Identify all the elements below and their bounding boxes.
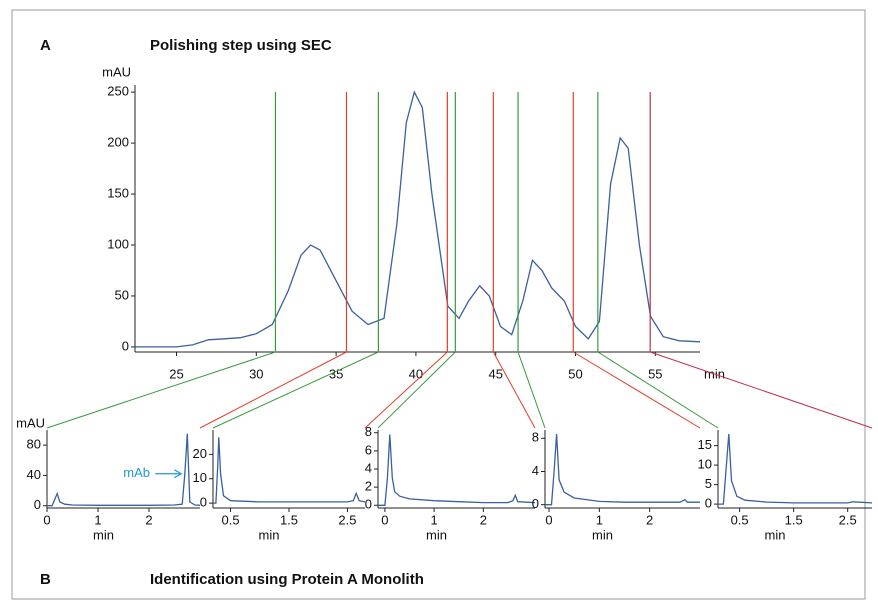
y-tick-label: 4 xyxy=(365,460,372,475)
x-tick-label: 2.5 xyxy=(839,512,857,527)
x-tick-label: 45 xyxy=(488,366,502,381)
y-tick-label: 0 xyxy=(200,495,207,510)
y-tick-label: 2 xyxy=(365,479,372,494)
y-tick-label: 250 xyxy=(107,84,129,99)
x-tick-label: 0 xyxy=(43,512,50,527)
x-tick-label: 2.5 xyxy=(338,512,356,527)
frame xyxy=(11,9,866,600)
y-tick-label: 5 xyxy=(705,476,712,491)
x-tick-label: 0.5 xyxy=(731,512,749,527)
panel-label: B xyxy=(40,571,51,588)
fraction-connector xyxy=(573,351,701,429)
x-axis-label: min xyxy=(592,527,613,542)
y-tick-label: 0 xyxy=(705,496,712,511)
trace xyxy=(213,437,366,504)
y-tick-label: 200 xyxy=(107,135,129,150)
fraction-connector xyxy=(46,351,276,429)
y-axis-label: mAU xyxy=(16,415,45,430)
x-tick-label: 2 xyxy=(646,512,653,527)
x-tick-label: 1 xyxy=(430,512,437,527)
y-tick-label: 100 xyxy=(107,236,129,251)
x-axis-label: min xyxy=(765,527,786,542)
x-tick-label: 1 xyxy=(94,512,101,527)
trace xyxy=(378,434,536,506)
y-axis-label: mAU xyxy=(102,64,131,79)
trace xyxy=(135,90,701,348)
y-tick-label: 0 xyxy=(122,338,129,353)
x-tick-label: 25 xyxy=(169,366,183,381)
y-tick-label: 10 xyxy=(193,470,207,485)
y-tick-label: 20 xyxy=(193,446,207,461)
x-tick-label: 40 xyxy=(409,366,423,381)
y-tick-label: 0 xyxy=(34,497,41,512)
x-tick-label: 55 xyxy=(648,366,662,381)
x-axis-label: min xyxy=(426,527,447,542)
annotation: mAb xyxy=(123,465,150,480)
x-axis-label: min xyxy=(93,527,114,542)
annotation-arrowhead xyxy=(173,469,183,479)
fraction-connector xyxy=(517,351,546,429)
fraction-connector xyxy=(650,351,873,429)
y-tick-label: 4 xyxy=(532,463,539,478)
x-tick-label: 1.5 xyxy=(280,512,298,527)
fraction-connector xyxy=(364,351,448,429)
fraction-connector xyxy=(212,351,379,429)
x-tick-label: 1.5 xyxy=(785,512,803,527)
trace xyxy=(545,434,700,506)
panel-title: Identification using Protein A Monolith xyxy=(150,571,424,588)
trace xyxy=(718,433,873,505)
y-tick-label: 6 xyxy=(365,442,372,457)
fraction-connector xyxy=(377,351,456,429)
x-tick-label: 2 xyxy=(480,512,487,527)
x-axis-label: min xyxy=(259,527,280,542)
y-tick-label: 0 xyxy=(365,497,372,512)
y-tick-label: 150 xyxy=(107,185,129,200)
x-tick-label: 30 xyxy=(249,366,263,381)
x-tick-label: 1 xyxy=(596,512,603,527)
y-tick-label: 80 xyxy=(27,437,41,452)
fraction-connector xyxy=(597,351,719,429)
x-tick-label: 0.5 xyxy=(221,512,239,527)
y-tick-label: 8 xyxy=(365,424,372,439)
trace xyxy=(47,433,201,507)
y-tick-label: 0 xyxy=(532,496,539,511)
y-tick-label: 40 xyxy=(27,467,41,482)
y-tick-label: 15 xyxy=(698,437,712,452)
y-tick-label: 50 xyxy=(115,287,129,302)
x-tick-label: 50 xyxy=(568,366,582,381)
y-tick-label: 10 xyxy=(698,457,712,472)
panel-label: A xyxy=(40,37,51,54)
panel-title: Polishing step using SEC xyxy=(150,37,332,54)
fraction-connector xyxy=(492,351,536,429)
fraction-connector xyxy=(199,351,347,429)
x-tick-label: 2 xyxy=(145,512,152,527)
x-tick-label: 0 xyxy=(381,512,388,527)
y-tick-label: 8 xyxy=(532,430,539,445)
x-tick-label: 0 xyxy=(545,512,552,527)
